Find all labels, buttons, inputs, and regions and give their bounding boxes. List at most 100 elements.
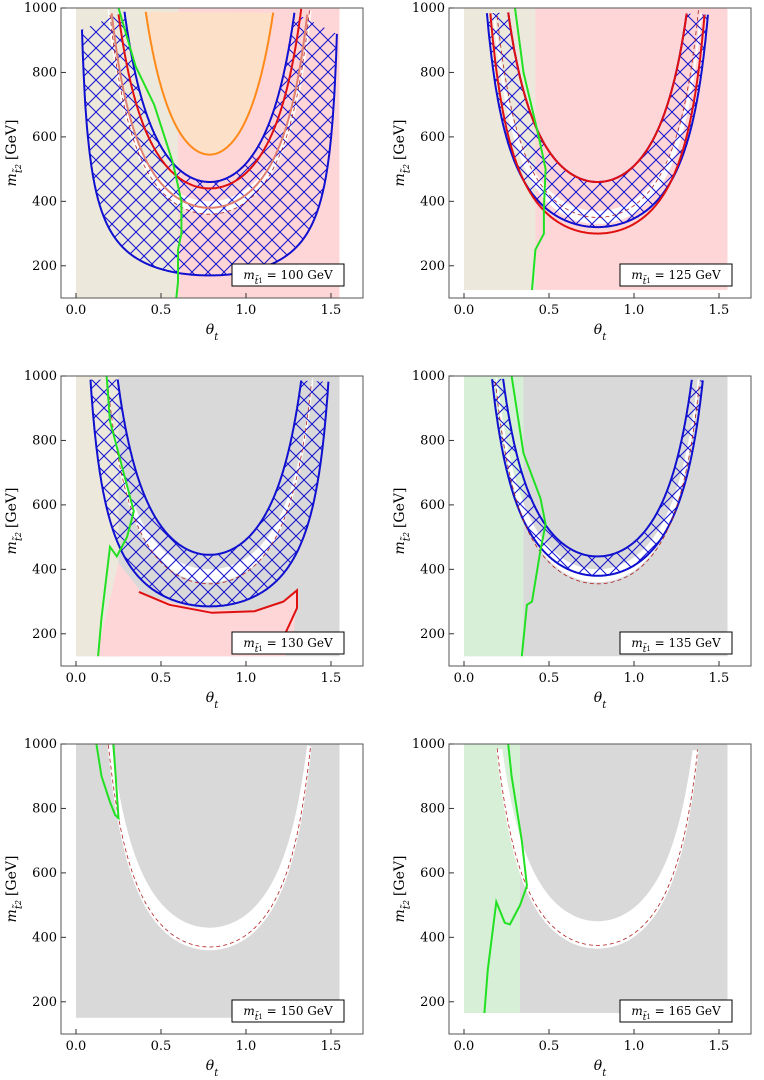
blue-contour-inner	[123, 11, 296, 183]
x-axis-label: θt	[594, 1058, 607, 1079]
legend-label: mt̃1 = 100 GeV	[243, 268, 333, 287]
y-tick-label: 800	[420, 801, 445, 816]
left-region	[464, 376, 524, 657]
x-tick-label: 1.0	[236, 671, 257, 686]
y-tick-label: 200	[420, 627, 445, 642]
y-tick-label: 200	[420, 259, 445, 274]
x-tick-label: 1.5	[709, 671, 730, 686]
x-tick-label: 0.0	[66, 303, 87, 318]
plot-area	[76, 376, 340, 657]
y-tick-label: 800	[32, 433, 57, 448]
x-tick-label: 0.5	[539, 1039, 560, 1054]
y-tick-label: 400	[32, 194, 57, 209]
left-region	[464, 744, 521, 1014]
green-contour	[95, 744, 120, 821]
x-tick-label: 1.5	[321, 1039, 342, 1054]
green-contour	[514, 8, 547, 290]
x-tick-label: 1.0	[624, 1039, 645, 1054]
x-tick-label: 1.0	[624, 671, 645, 686]
x-tick-label: 1.0	[624, 303, 645, 318]
x-axis-label: θt	[594, 690, 607, 711]
x-tick-label: 0.5	[151, 303, 172, 318]
dashed-contour	[109, 8, 311, 215]
x-tick-label: 1.5	[709, 303, 730, 318]
y-tick-label: 1000	[412, 1, 445, 16]
x-axis-label: θt	[594, 322, 607, 343]
y-tick-label: 200	[32, 995, 57, 1010]
y-tick-label: 600	[32, 130, 57, 145]
green-contour	[510, 376, 547, 657]
legend-label: mt̃1 = 150 GeV	[243, 1004, 333, 1023]
blue-contour-outer	[491, 378, 704, 577]
legend-box	[619, 263, 733, 287]
background-region	[76, 744, 340, 1018]
legend-label: mt̃1 = 165 GeV	[631, 1004, 721, 1023]
legend-label: mt̃1 = 135 GeV	[631, 636, 721, 655]
y-axis-label: mt̃2[GeV]	[4, 120, 25, 187]
y-tick-label: 600	[420, 130, 445, 145]
plot-frame	[448, 7, 752, 299]
x-tick-label: 1.5	[709, 1039, 730, 1054]
panel-d: 0.0 0.5 1.0 1.5 200 400 600 800 1000 θt mt̃2[GeV] m…	[392, 369, 752, 711]
y-tick-label: 400	[420, 930, 445, 945]
dashed-contour	[496, 748, 699, 946]
y-tick-label: 1000	[24, 369, 57, 384]
x-axis-label: θt	[206, 1058, 219, 1079]
panel-a: 0.0 0.5 1.0 1.5 200 400 600 800 1000 θt mt̃2[GeV] m…	[4, 1, 364, 343]
x-tick-label: 0.0	[454, 671, 475, 686]
x-tick-label: 0.5	[151, 1039, 172, 1054]
y-tick-label: 400	[420, 194, 445, 209]
dashed-contour	[107, 381, 312, 585]
x-tick-label: 0.0	[66, 1039, 87, 1054]
y-tick-label: 800	[32, 801, 57, 816]
x-tick-label: 0.5	[539, 671, 560, 686]
y-tick-label: 400	[32, 930, 57, 945]
green-contour	[117, 8, 183, 298]
contour-0	[489, 13, 706, 235]
y-tick-label: 400	[32, 562, 57, 577]
contour-1	[117, 8, 303, 190]
plot-frame	[60, 7, 364, 299]
x-axis-label: θt	[206, 690, 219, 711]
y-tick-label: 800	[420, 65, 445, 80]
legend-label: mt̃1 = 125 GeV	[631, 268, 721, 287]
y-tick-label: 800	[420, 433, 445, 448]
hatched-region	[486, 12, 708, 228]
blue-contour-inner	[116, 379, 303, 556]
y-tick-label: 1000	[24, 1, 57, 16]
y-tick-label: 200	[420, 995, 445, 1010]
panel-b: 0.0 0.5 1.0 1.5 200 400 600 800 1000 θt mt̃2[GeV] m…	[392, 1, 752, 343]
legend-box	[231, 999, 345, 1023]
plot-area	[464, 744, 728, 1014]
legend-label: mt̃1 = 130 GeV	[243, 636, 333, 655]
x-tick-label: 0.0	[66, 671, 87, 686]
legend-box	[619, 999, 733, 1023]
hatched-region	[90, 379, 329, 607]
plot-frame	[60, 743, 364, 1035]
hatched-region	[82, 11, 337, 276]
x-axis-label: θt	[206, 322, 219, 343]
x-tick-label: 0.0	[454, 303, 475, 318]
x-tick-label: 1.5	[321, 303, 342, 318]
green-contour	[97, 376, 135, 657]
y-tick-label: 1000	[412, 737, 445, 752]
y-tick-label: 1000	[24, 737, 57, 752]
plot-area	[76, 744, 340, 1018]
y-tick-label: 400	[420, 562, 445, 577]
y-tick-label: 600	[420, 498, 445, 513]
contour-2	[110, 13, 309, 209]
y-tick-label: 800	[32, 65, 57, 80]
y-tick-label: 1000	[412, 369, 445, 384]
y-tick-label: 600	[32, 498, 57, 513]
x-tick-label: 0.5	[539, 303, 560, 318]
y-tick-label: 200	[32, 627, 57, 642]
legend-box	[231, 263, 345, 287]
y-axis-label: mt̃2[GeV]	[4, 488, 25, 555]
y-tick-label: 600	[420, 866, 445, 881]
green-contour	[483, 744, 528, 1014]
legend-box	[619, 631, 733, 655]
y-tick-label: 600	[32, 866, 57, 881]
blue-contour-inner	[502, 378, 693, 558]
y-axis-label: mt̃2[GeV]	[392, 120, 413, 187]
